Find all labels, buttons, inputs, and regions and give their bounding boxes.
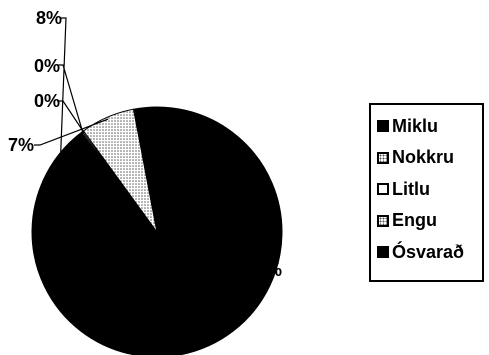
legend-label-osvara-: Ósvarað [392, 241, 465, 262]
legend-swatch-osvara- [377, 246, 389, 258]
leader-line-osvara- [231, 269, 243, 330]
legend-label-litlu: Litlu [392, 178, 430, 199]
data-label-engu: 7% [8, 135, 34, 155]
leader-line-nokkru [57, 64, 84, 134]
leader-line-engu [34, 118, 109, 146]
data-label-osvara-: 85% [246, 260, 282, 280]
leader-line-miklu [60, 17, 67, 156]
legend-swatch-litlu [377, 183, 389, 195]
legend-swatch-nokkru [377, 151, 389, 164]
legend-swatch-miklu [377, 120, 389, 132]
data-label-miklu: 8% [36, 8, 62, 28]
legend-item-osvara-: Ósvarað [377, 241, 464, 263]
legend-swatch-engu [377, 214, 389, 227]
legend-label-nokkru: Nokkru [392, 147, 455, 167]
legend-label-engu: Engu [392, 210, 437, 230]
pie-slice-osvara- [31, 106, 283, 355]
data-label-nokkru: 0% [34, 56, 60, 76]
data-label-litlu: 0% [34, 91, 60, 111]
leader-line-litlu [57, 100, 85, 134]
chart-legend: Miklu Nokkru Litlu Engu Ósvarað [369, 103, 484, 282]
legend-item-litlu: Litlu [377, 178, 430, 200]
legend-item-nokkru: Nokkru [377, 147, 454, 169]
legend-label-miklu: Miklu [392, 115, 439, 136]
legend-item-engu: Engu [377, 210, 437, 232]
legend-item-miklu: Miklu [377, 115, 438, 137]
